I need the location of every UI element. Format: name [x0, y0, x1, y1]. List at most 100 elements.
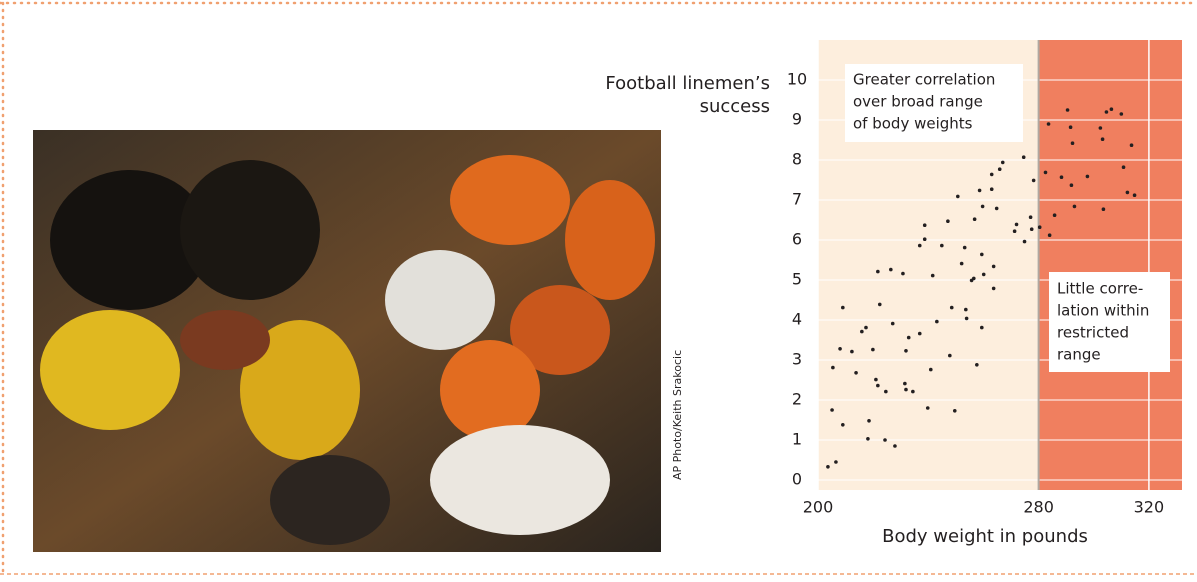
annotation-text: lation within [1057, 302, 1149, 320]
point [1129, 143, 1134, 147]
point [952, 409, 957, 413]
y-tick-label: 2 [792, 390, 802, 409]
point [975, 363, 979, 367]
y-tick-label: 7 [792, 190, 802, 209]
point [1070, 141, 1075, 145]
point [876, 383, 880, 388]
point [980, 325, 984, 330]
photo-credit: AP Photo/Keith Srakocic [671, 350, 684, 480]
annotation-text: Little corre- [1057, 280, 1143, 298]
x-tick-label: 320 [1134, 498, 1165, 517]
annotation-text: of body weights [853, 115, 973, 133]
point [946, 219, 950, 223]
point [1031, 178, 1036, 183]
point [928, 367, 933, 372]
point [956, 194, 960, 199]
annotation-text: Greater correlation [853, 71, 995, 89]
annotation-box [1049, 272, 1170, 372]
point [962, 245, 967, 250]
point [893, 444, 897, 448]
point [917, 331, 922, 336]
point [903, 381, 907, 386]
y-tick-label: 6 [792, 230, 802, 249]
point [1125, 190, 1130, 195]
point [930, 273, 935, 278]
point [834, 460, 838, 464]
y-tick-label: 3 [792, 350, 802, 369]
annotation-text: range [1057, 346, 1101, 364]
point [1069, 183, 1074, 187]
point [1101, 207, 1106, 211]
y-axis-label: success [700, 96, 770, 117]
point [901, 271, 905, 276]
point [867, 419, 871, 423]
point [877, 302, 882, 307]
y-tick-label: 1 [792, 430, 802, 449]
point [884, 389, 888, 394]
point [1028, 215, 1033, 219]
point [1046, 122, 1051, 126]
point [959, 261, 964, 266]
point [841, 305, 845, 310]
photo [33, 130, 661, 552]
point [989, 187, 994, 191]
point [922, 237, 927, 241]
point [1014, 222, 1019, 227]
point [860, 329, 864, 334]
y-tick-label: 9 [792, 110, 802, 129]
point [1072, 204, 1077, 209]
point [874, 377, 878, 382]
point [991, 264, 996, 269]
point [871, 347, 875, 352]
point [889, 267, 893, 272]
point [925, 406, 930, 410]
point [1012, 229, 1017, 233]
point [1119, 112, 1124, 116]
point [935, 319, 939, 324]
point [989, 172, 994, 177]
point [1098, 126, 1103, 130]
point [904, 387, 908, 392]
point [838, 347, 842, 351]
point [866, 437, 870, 441]
point [1068, 125, 1073, 129]
y-tick-label: 4 [792, 310, 802, 329]
point [1059, 175, 1064, 179]
point [981, 272, 986, 277]
point [940, 243, 944, 248]
point [1065, 108, 1070, 112]
annotation-text: over broad range [853, 93, 983, 111]
point [949, 305, 954, 310]
point [850, 349, 854, 354]
point [1121, 165, 1126, 169]
point [831, 365, 835, 370]
point [854, 371, 858, 375]
point [991, 286, 996, 291]
point [1109, 107, 1114, 111]
restricted-range [1038, 40, 1182, 490]
point [980, 204, 985, 209]
point [917, 243, 922, 248]
point [841, 423, 845, 427]
point [1022, 239, 1027, 244]
x-tick-label: 280 [1023, 498, 1054, 517]
point [972, 217, 977, 221]
point [864, 325, 868, 330]
point [890, 321, 895, 326]
annotation-text: restricted [1057, 324, 1129, 342]
point [997, 167, 1002, 171]
point [1052, 213, 1057, 217]
point [1132, 193, 1137, 197]
point [830, 408, 834, 412]
point [1085, 174, 1090, 179]
point [1029, 227, 1034, 231]
point [1037, 225, 1042, 229]
annotation-box [845, 64, 1023, 142]
point [1047, 233, 1052, 237]
point [1104, 110, 1109, 114]
x-axis-label: Body weight in pounds [882, 526, 1088, 547]
point [876, 269, 880, 274]
point [972, 276, 976, 281]
point [826, 465, 830, 469]
